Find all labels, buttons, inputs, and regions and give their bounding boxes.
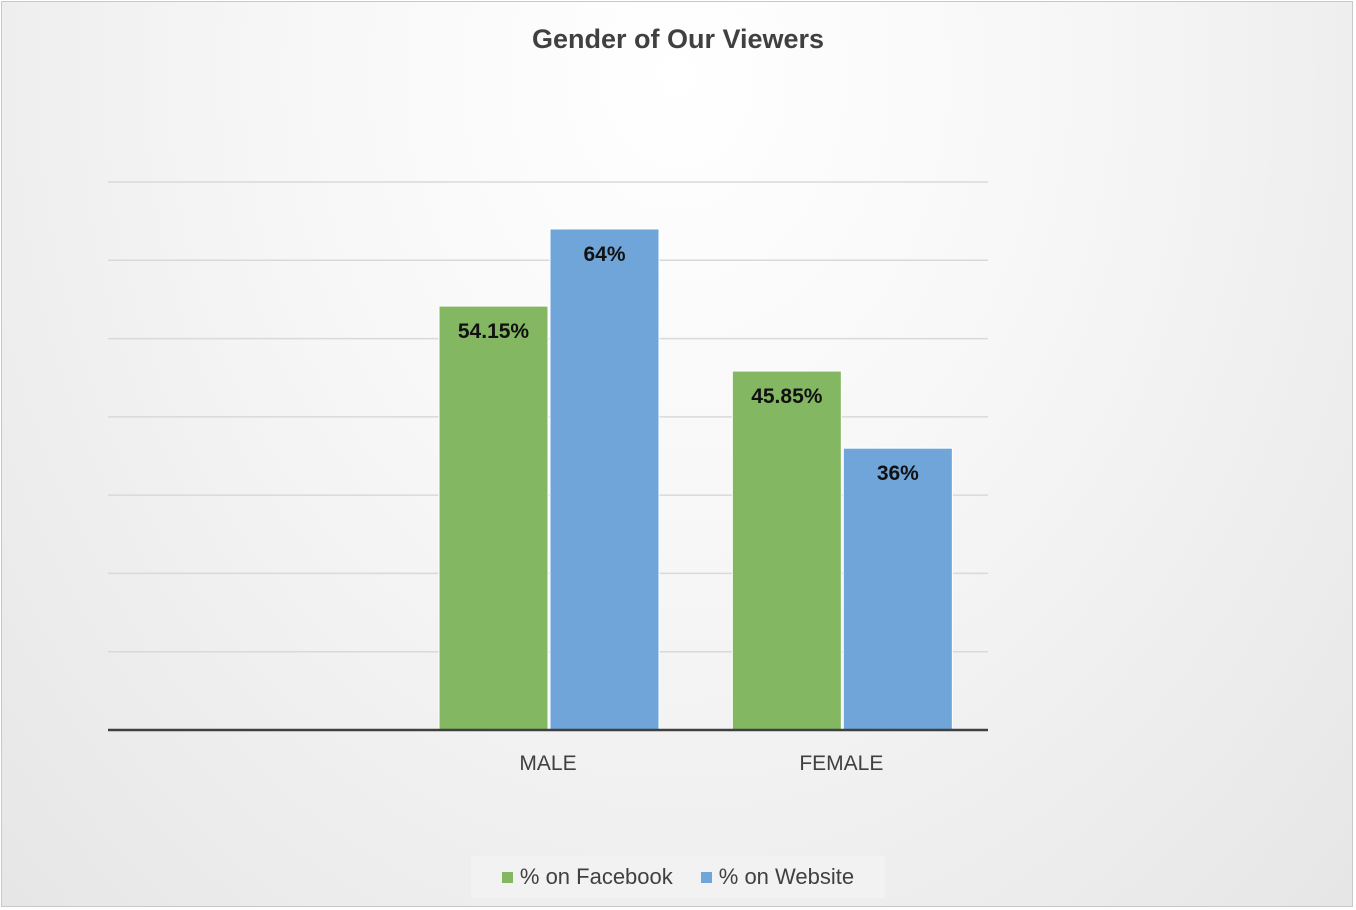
legend-swatch-facebook	[501, 871, 513, 883]
bar-website-male	[549, 228, 660, 731]
legend-item-website: % on Website	[700, 864, 855, 890]
bar-website-female	[842, 447, 953, 731]
data-label: 36%	[877, 462, 919, 485]
data-label: 45.85%	[751, 385, 823, 408]
chart-title: Gender of Our Viewers	[531, 24, 825, 54]
x-tick-label: MALE	[519, 752, 576, 775]
x-tick-label: FEMALE	[799, 752, 883, 775]
legend-item-facebook: % on Facebook	[501, 864, 673, 890]
data-label: 54.15%	[458, 320, 530, 343]
legend-label-facebook: % on Facebook	[519, 864, 673, 889]
legend-swatch-website	[700, 871, 712, 883]
legend: % on Facebook % on Website	[471, 856, 885, 898]
bar-facebook-female	[731, 370, 842, 731]
data-label: 64%	[583, 243, 625, 266]
bar-facebook-male	[438, 305, 549, 731]
legend-label-website: % on Website	[718, 864, 855, 889]
